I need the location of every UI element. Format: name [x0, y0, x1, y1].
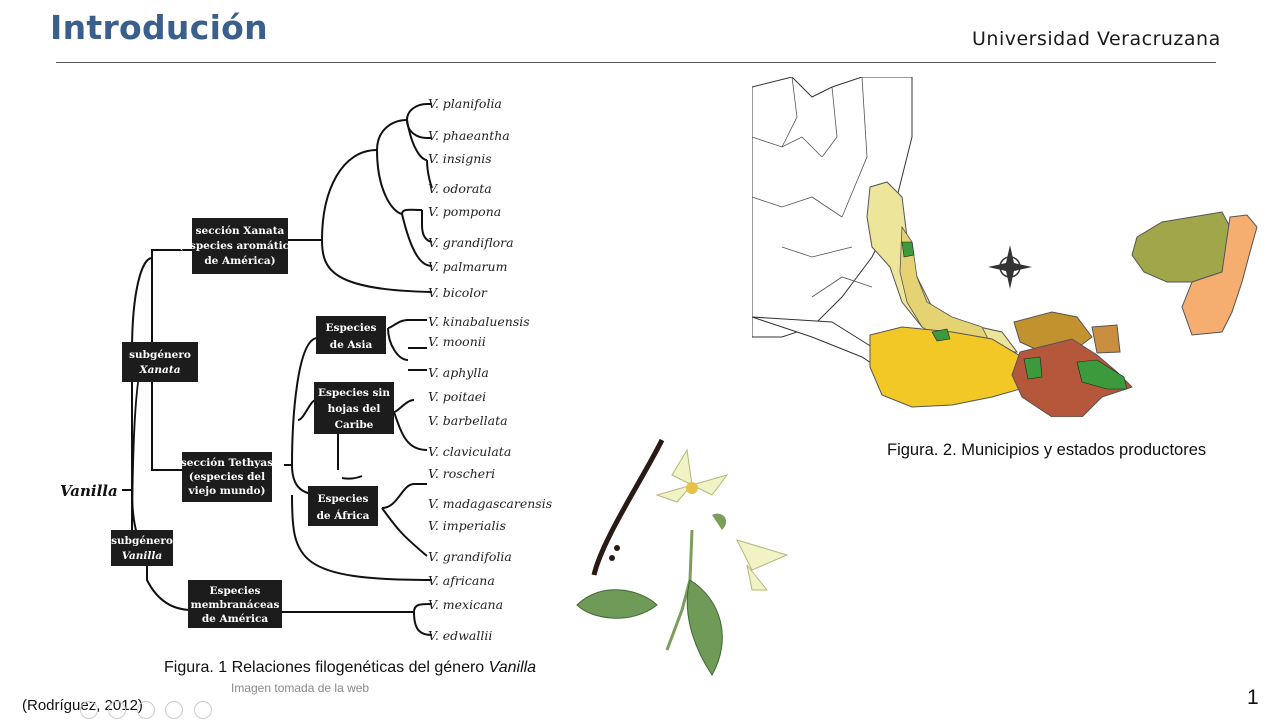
municipality-marker [901, 241, 915, 258]
species-label: V. moonii [428, 334, 486, 349]
species-label: V. roscheri [428, 466, 495, 481]
municipality-marker [1023, 356, 1043, 380]
africa-box [308, 486, 378, 526]
zoom-icon[interactable] [165, 701, 184, 719]
caribe-line1: Especies sin [318, 387, 390, 399]
image-source-note: Imagen tomada de la web [231, 681, 370, 695]
membranaceas-box [188, 580, 282, 628]
species-label: V. grandiflora [428, 235, 514, 250]
figure1-caption-genus: Vanilla [488, 659, 537, 676]
caribe-line2: hojas del [328, 403, 381, 415]
subgenus-vanilla-box [111, 530, 173, 566]
figure2-caption: Figura. 2. Municipios y estados producto… [887, 441, 1207, 459]
section-tethyas-box [182, 452, 272, 502]
membranaceas-line3: de América [202, 613, 269, 625]
africa-line1: Especies [318, 493, 369, 505]
species-label: V. planifolia [428, 96, 502, 111]
species-label: V. poitaei [428, 389, 486, 404]
species-label: V. aphylla [428, 365, 489, 380]
slides-grid-icon[interactable] [136, 701, 155, 719]
section-tethyas-line2: (especies del [189, 471, 265, 483]
species-label: V. phaeantha [428, 128, 510, 143]
caribe-line3: Caribe [335, 419, 374, 431]
subgenus-xanata-line1: subgénero [129, 349, 191, 361]
figure1-caption: Figura. 1 Relaciones filogenéticas del g… [164, 659, 536, 677]
species-label: V. barbellata [428, 413, 508, 428]
species-label: V. palmarum [428, 259, 507, 274]
more-options-icon[interactable] [193, 701, 212, 719]
compass-rose-icon [988, 245, 1032, 289]
species-label: V. africana [428, 573, 495, 588]
header-divider [56, 62, 1216, 63]
slide-title: Introdución [50, 8, 268, 47]
chiapas-state [1011, 338, 1133, 417]
university-name: Universidad Veracruzana [972, 28, 1221, 50]
slideshow-controls[interactable] [80, 701, 218, 724]
africa-line2: de África [317, 508, 370, 522]
next-slide-icon[interactable] [108, 701, 127, 719]
subgenus-xanata-box [122, 342, 198, 382]
species-label: V. pompona [428, 204, 501, 219]
caribe-box [314, 382, 394, 434]
species-label: V. edwallii [428, 628, 492, 643]
figure1-caption-text: Figura. 1 Relaciones filogenéticas del g… [164, 659, 489, 676]
species-label: V. grandifolia [428, 549, 512, 564]
membranaceas-line1: Especies [210, 585, 261, 597]
asia-box [316, 316, 386, 354]
municipality-marker [1076, 359, 1128, 390]
veracruz-state [866, 181, 1018, 353]
previous-slide-icon[interactable] [80, 701, 98, 719]
section-tethyas-line3: viejo mundo) [188, 485, 266, 497]
section-xanata-line3: de América) [204, 255, 275, 267]
species-label: V. odorata [428, 181, 492, 196]
species-label: V. insignis [428, 151, 492, 166]
species-label: V. bicolor [428, 285, 488, 300]
section-xanata-line1: sección Xanata [196, 225, 285, 237]
mexico-map [752, 77, 1258, 417]
subgenus-vanilla-line2: Vanilla [122, 550, 163, 562]
membranaceas-line2: membranáceas [191, 599, 280, 611]
phylogenetic-tree: Vanilla subgénero Xanata subgénero Vanil… [60, 96, 552, 643]
subgenus-vanilla-line1: subgénero [111, 535, 173, 547]
municipality-marker [931, 328, 951, 342]
section-tethyas-line1: sección Tethyas [181, 457, 273, 469]
yucatan-state [1131, 211, 1231, 283]
species-label: V. madagascarensis [428, 496, 552, 511]
asia-line2: de Asia [330, 339, 373, 351]
subgenus-xanata-line2: Xanata [138, 364, 180, 376]
asia-line1: Especies [326, 322, 377, 334]
species-label: V. imperialis [428, 518, 506, 533]
page-number: 1 [1247, 686, 1259, 709]
quintana-roo-state [1181, 214, 1258, 336]
campeche-part [1091, 324, 1121, 354]
species-label: V. mexicana [428, 597, 503, 612]
vanilla-plant-illustration [576, 438, 789, 676]
species-label: V. kinabaluensis [428, 314, 530, 329]
species-label: V. claviculata [428, 444, 511, 459]
section-xanata-box [192, 218, 288, 274]
tree-root-label: Vanilla [60, 482, 118, 500]
section-xanata-line2: (especies aromáticas [178, 240, 301, 252]
